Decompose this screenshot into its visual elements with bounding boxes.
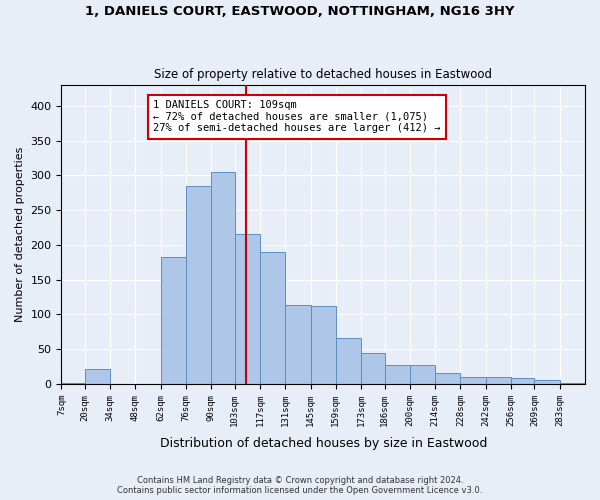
Bar (385, 365, 410, 384)
Bar (560, 382, 585, 384)
Bar (186, 186, 211, 384)
Bar (361, 352, 385, 384)
X-axis label: Distribution of detached houses by size in Eastwood: Distribution of detached houses by size … (160, 437, 487, 450)
Text: 1 DANIELS COURT: 109sqm
← 72% of detached houses are smaller (1,075)
27% of semi: 1 DANIELS COURT: 109sqm ← 72% of detache… (154, 100, 441, 134)
Bar (460, 377, 485, 384)
Text: Contains HM Land Registry data © Crown copyright and database right 2024.
Contai: Contains HM Land Registry data © Crown c… (118, 476, 482, 495)
Bar (260, 252, 285, 384)
Bar (211, 172, 235, 384)
Bar (311, 306, 336, 384)
Text: 1, DANIELS COURT, EASTWOOD, NOTTINGHAM, NG16 3HY: 1, DANIELS COURT, EASTWOOD, NOTTINGHAM, … (85, 5, 515, 18)
Bar (235, 234, 260, 384)
Bar (511, 378, 535, 384)
Y-axis label: Number of detached properties: Number of detached properties (15, 146, 25, 322)
Bar (535, 380, 560, 384)
Bar (85, 368, 110, 384)
Bar (161, 258, 186, 384)
Bar (336, 338, 361, 384)
Bar (285, 306, 311, 384)
Title: Size of property relative to detached houses in Eastwood: Size of property relative to detached ho… (154, 68, 492, 81)
Bar (61, 382, 85, 384)
Bar (410, 365, 435, 384)
Bar (485, 377, 511, 384)
Bar (435, 374, 460, 384)
